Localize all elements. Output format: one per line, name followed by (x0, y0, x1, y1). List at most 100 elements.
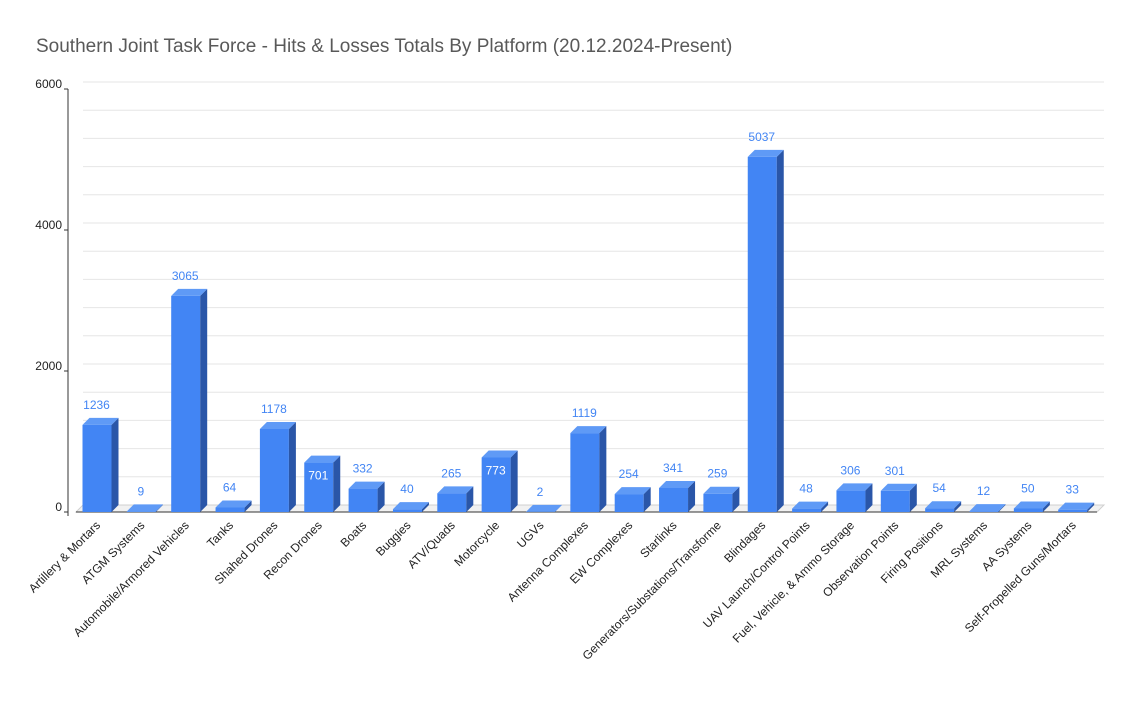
value-label: 50 (1021, 481, 1035, 495)
bar-front (171, 295, 201, 512)
bar-top (925, 501, 962, 509)
category-label: Tanks (204, 518, 236, 550)
bar-front (925, 508, 955, 512)
bar-front (703, 493, 733, 512)
value-label: 341 (663, 461, 683, 475)
bar-front (614, 494, 644, 512)
bar-side (111, 417, 119, 512)
bar-top (437, 486, 474, 494)
value-label: 12 (977, 484, 991, 498)
bar-front (215, 507, 245, 512)
bar-front (659, 487, 689, 512)
bar-top (215, 500, 252, 508)
category-label: Observation Points (820, 518, 902, 600)
bar-side (998, 504, 1006, 512)
bar-side (200, 288, 208, 512)
bar-top (880, 483, 917, 491)
bar-front (437, 493, 467, 512)
category-label: UGVs (514, 518, 547, 551)
bar-front (392, 509, 422, 512)
value-label: 701 (308, 469, 328, 483)
bar-top (792, 501, 829, 509)
bar (925, 501, 962, 512)
category-label: Boats (338, 518, 370, 550)
bar-side (421, 502, 429, 512)
value-label: 48 (799, 482, 813, 496)
bar-front (1058, 509, 1088, 512)
bar-front (259, 428, 289, 512)
category-label: Blindages (721, 518, 768, 565)
category-label: ATV/Quads (405, 518, 458, 571)
bar (304, 455, 341, 512)
bar (171, 288, 208, 512)
bar-side (377, 481, 385, 512)
category-label: Motorcycle (451, 518, 502, 569)
bar-top (126, 504, 163, 512)
value-label: 265 (441, 466, 461, 480)
bar (969, 504, 1006, 512)
bar-side (555, 504, 562, 512)
bar-side (909, 483, 917, 512)
bar (481, 450, 518, 512)
gridlines (83, 81, 1104, 506)
bar-front (836, 490, 866, 512)
bar-side (865, 483, 873, 512)
bar-top (614, 487, 651, 495)
value-label: 332 (353, 462, 373, 476)
category-label: Starlinks (637, 518, 679, 560)
value-labels: 1236 9 3065 64 1178 701 332 40 265 773 2 1119 254 341… (83, 130, 1079, 499)
bar-front (304, 462, 334, 512)
bar-side (466, 486, 474, 512)
bar (614, 487, 651, 512)
bar-top (392, 502, 429, 510)
bar-side (155, 504, 163, 512)
bar (259, 421, 296, 512)
bar-top (1013, 501, 1050, 509)
bar-side (333, 455, 341, 512)
value-label: 773 (486, 464, 506, 478)
value-label: 9 (138, 484, 145, 498)
value-label: 1119 (572, 406, 597, 420)
value-label: 3065 (172, 269, 199, 283)
bar-side (643, 487, 651, 512)
value-label: 33 (1066, 483, 1080, 497)
bar-side (599, 426, 607, 512)
bar (1013, 501, 1050, 512)
bar (348, 481, 385, 512)
value-label: 259 (707, 467, 727, 481)
bar-side (954, 501, 962, 512)
bar-front (969, 511, 999, 512)
bar-side (288, 421, 296, 512)
bar (747, 149, 784, 513)
y-tick-label: 2000 (35, 359, 62, 373)
bar (1058, 502, 1095, 512)
bar-top (659, 480, 696, 488)
bar (437, 486, 474, 512)
y-tick-label: 6000 (35, 77, 62, 91)
bar-top (703, 486, 740, 494)
value-label: 1236 (83, 398, 110, 412)
bar-front (481, 457, 511, 512)
bar (836, 483, 873, 512)
y-axis: 0 2000 4000 6000 (35, 77, 69, 516)
bar-side (776, 149, 784, 513)
chart-title: Southern Joint Task Force - Hits & Losse… (36, 36, 733, 57)
bar-side (688, 480, 696, 512)
bar-front (348, 488, 378, 512)
bar-side (1087, 502, 1095, 512)
value-label: 1178 (261, 402, 287, 416)
bar-front (126, 511, 156, 512)
bar-side (510, 450, 518, 512)
y-tick-label: 0 (55, 500, 62, 514)
bar (392, 502, 429, 512)
bar (82, 417, 119, 512)
bar (126, 504, 163, 512)
value-label: 301 (885, 464, 905, 478)
bar-front (82, 424, 112, 512)
bar-top (1058, 502, 1095, 510)
bar-top (481, 450, 518, 458)
bar-top (969, 504, 1006, 512)
bar-top (348, 481, 385, 489)
bar-top (304, 455, 341, 463)
